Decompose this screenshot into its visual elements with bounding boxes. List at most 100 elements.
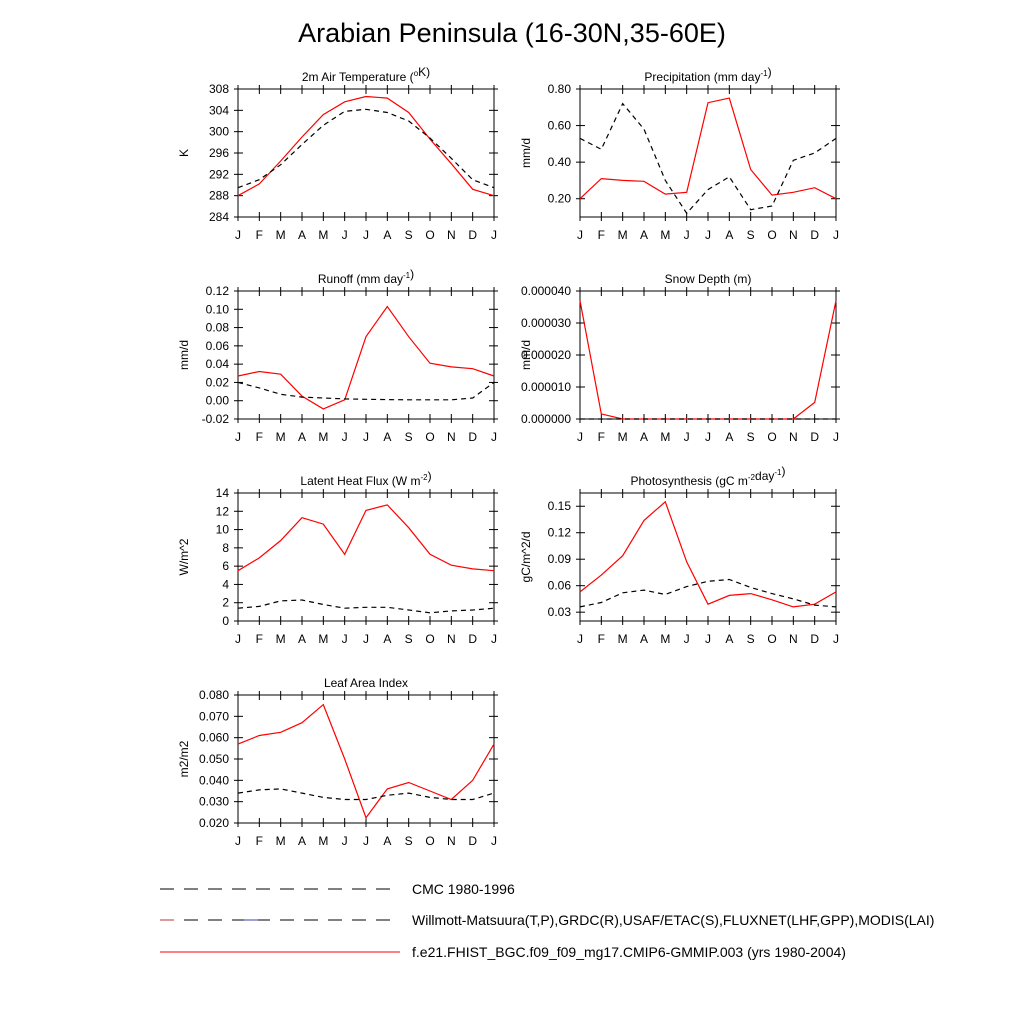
series-line-model: [237, 703, 495, 819]
x-tick-label: J: [705, 228, 711, 242]
x-tick-label: M: [318, 228, 328, 242]
x-tick-label: F: [598, 632, 605, 646]
y-tick-label: 0.03: [548, 605, 572, 619]
y-tick-label: 0.040: [199, 773, 229, 787]
x-tick-label: J: [363, 834, 369, 848]
x-tick-label: J: [833, 632, 839, 646]
y-tick-label: 300: [209, 125, 229, 139]
y-tick-label: 0.000000: [521, 412, 571, 426]
panel-title: Leaf Area Index: [324, 676, 408, 690]
x-tick-label: N: [789, 632, 798, 646]
x-tick-label: J: [342, 430, 348, 444]
x-tick-label: J: [235, 430, 241, 444]
series-line-model: [237, 95, 495, 197]
y-tick-label: 0.06: [206, 339, 230, 353]
y-tick-label: 0.00: [206, 394, 230, 408]
x-tick-label: M: [276, 834, 286, 848]
x-tick-label: D: [810, 430, 819, 444]
legend-label-model: f.e21.FHIST_BGC.f09_f09_mg17.CMIP6-GMMIP…: [412, 944, 846, 960]
x-tick-label: A: [383, 228, 391, 242]
x-tick-label: S: [747, 430, 755, 444]
y-tick-label: 288: [209, 189, 229, 203]
x-tick-label: A: [383, 430, 391, 444]
y-tick-label: 10: [216, 523, 230, 537]
x-tick-label: N: [447, 834, 456, 848]
x-tick-label: J: [491, 228, 497, 242]
panel-5: Latent Heat Flux (W m-2) W/m^2 0 2 4 6 8 10 12 14…: [177, 469, 498, 646]
y-tick-label: 0.20: [548, 192, 572, 206]
x-tick-label: N: [789, 430, 798, 444]
y-tick-label: 0.02: [206, 375, 230, 389]
x-tick-label: A: [725, 430, 733, 444]
x-tick-label: J: [491, 834, 497, 848]
panel-7: Leaf Area Index m2/m2 0.020 0.030 0.040 0.050…: [177, 676, 498, 848]
y-tick-label: 0: [222, 614, 229, 628]
x-tick-label: O: [425, 228, 434, 242]
plot-frame: [237, 88, 495, 218]
panel-title: Runoff (mm day-1): [318, 267, 414, 286]
x-tick-label: S: [747, 632, 755, 646]
x-tick-label: O: [767, 228, 776, 242]
x-tick-label: J: [684, 632, 690, 646]
x-tick-label: M: [618, 632, 628, 646]
x-tick-label: J: [833, 228, 839, 242]
x-tick-label: A: [640, 228, 648, 242]
x-tick-label: J: [577, 632, 583, 646]
x-tick-label: A: [298, 228, 306, 242]
x-tick-label: F: [256, 430, 263, 444]
panel-6: Photosynthesis (gC m-2day-1) gC/m^2/d 0.03…: [519, 464, 840, 646]
x-tick-label: J: [342, 228, 348, 242]
panel-4: Snow Depth (m) mm/d 0.000000 0.000010 0.0000…: [519, 272, 840, 444]
y-tick-label: 304: [209, 103, 229, 117]
x-tick-label: J: [705, 632, 711, 646]
panel-title: 2m Air Temperature (oK): [302, 65, 430, 84]
y-tick-label: 308: [209, 82, 229, 96]
legend-label-cmc: CMC 1980-1996: [412, 881, 515, 897]
x-tick-label: F: [256, 632, 263, 646]
x-tick-label: O: [425, 430, 434, 444]
x-tick-label: N: [447, 632, 456, 646]
x-tick-label: A: [383, 834, 391, 848]
y-tick-label: 0.070: [199, 709, 229, 723]
series-line-model: [579, 500, 837, 608]
x-tick-label: J: [684, 430, 690, 444]
x-tick-label: J: [342, 632, 348, 646]
x-tick-label: A: [640, 430, 648, 444]
x-tick-label: A: [383, 632, 391, 646]
x-tick-label: A: [298, 430, 306, 444]
x-tick-label: D: [468, 430, 477, 444]
x-tick-label: D: [468, 632, 477, 646]
x-tick-label: A: [298, 632, 306, 646]
y-axis-label: mm/d: [519, 138, 533, 168]
y-tick-label: 0.15: [548, 499, 572, 513]
x-tick-label: D: [468, 228, 477, 242]
series-line-model: [237, 305, 495, 410]
y-tick-label: 0.060: [199, 731, 229, 745]
x-tick-label: M: [660, 228, 670, 242]
y-tick-label: 0.020: [199, 816, 229, 830]
x-tick-label: O: [767, 632, 776, 646]
y-tick-label: 0.000040: [521, 284, 571, 298]
x-tick-label: J: [363, 430, 369, 444]
x-tick-label: J: [235, 228, 241, 242]
y-tick-label: 12: [216, 504, 230, 518]
y-tick-label: 0.40: [548, 155, 572, 169]
x-tick-label: N: [447, 228, 456, 242]
panel-3: Runoff (mm day-1) mm/d -0.02 0.00 0.02 0.04 0.…: [177, 267, 498, 444]
x-tick-label: M: [318, 834, 328, 848]
series-line-obs: [579, 578, 837, 608]
x-tick-label: F: [256, 228, 263, 242]
y-axis-label: W/m^2: [177, 538, 191, 575]
y-tick-label: 0.000030: [521, 316, 571, 330]
x-tick-label: M: [276, 430, 286, 444]
x-tick-label: J: [491, 632, 497, 646]
x-tick-label: M: [618, 430, 628, 444]
x-tick-label: N: [789, 228, 798, 242]
x-tick-label: S: [405, 834, 413, 848]
x-tick-label: J: [833, 430, 839, 444]
y-tick-label: 14: [216, 486, 230, 500]
x-tick-label: J: [342, 834, 348, 848]
x-tick-label: F: [256, 834, 263, 848]
x-tick-label: J: [491, 430, 497, 444]
x-tick-label: A: [725, 228, 733, 242]
